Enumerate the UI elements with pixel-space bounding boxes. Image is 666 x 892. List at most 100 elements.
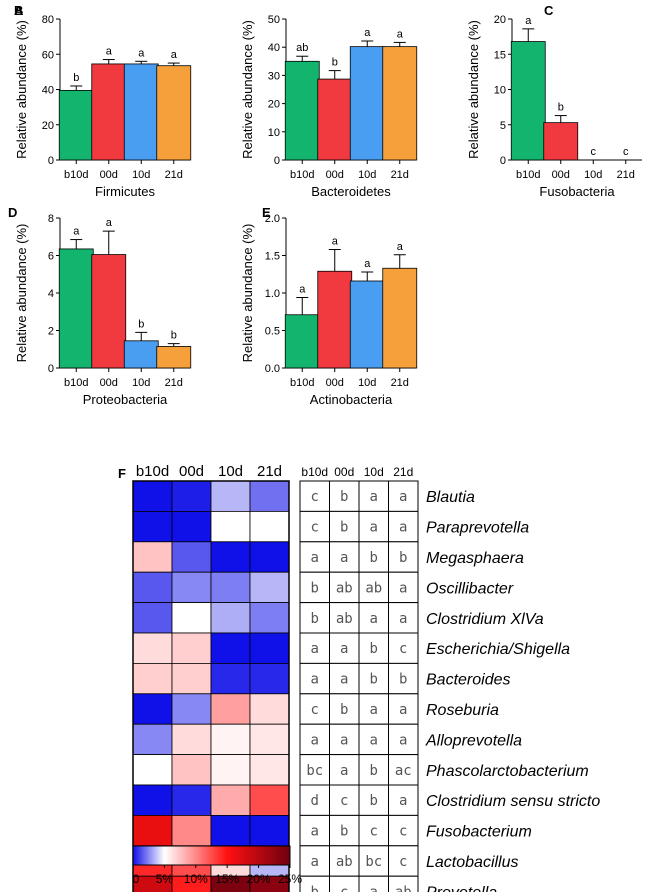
heatmap-cell [171, 571, 212, 604]
significance-letter: a [171, 49, 178, 61]
taxon-label: Oscillibacter [426, 580, 514, 597]
bar-10d [123, 340, 159, 369]
heatmap-cell [171, 602, 212, 634]
y-tick-label: 80 [42, 14, 54, 26]
y-tick-label: 60 [42, 49, 54, 61]
heatmap-cell [132, 784, 173, 816]
taxon-label: Megasphaera [426, 550, 524, 567]
letters-cell-text: a [370, 611, 378, 627]
x-tick-label: 10d [584, 169, 602, 181]
heatmap-cell [132, 754, 173, 786]
significance-letter: b [73, 72, 79, 84]
y-tick-label: 1.0 [265, 288, 280, 300]
letters-cell-text: c [340, 884, 348, 892]
y-tick-label: 0 [274, 155, 280, 167]
significance-letter: b [138, 318, 144, 330]
letters-cell [388, 662, 419, 695]
heatmap-cell [249, 815, 290, 847]
taxon-label: Clostridium sensu stricto [426, 793, 600, 810]
panel-label: F [118, 466, 126, 481]
heatmap-column-header: b10d [136, 463, 169, 480]
taxon-label: Prevotella [426, 884, 497, 892]
x-tick-label: 10d [358, 169, 376, 181]
x-tick-label: 00d [326, 169, 344, 181]
y-tick-label: 50 [268, 14, 280, 26]
heatmap-cell [249, 663, 290, 695]
significance-letter: c [591, 146, 597, 158]
letters-cell-text: b [399, 672, 407, 688]
letters-cell-text: a [370, 489, 378, 505]
heatmap-cell [132, 510, 173, 543]
y-tick-label: 0.0 [265, 363, 280, 375]
heatmap-cell [171, 815, 212, 847]
heatmap-cell [249, 571, 290, 604]
x-tick-label: 00d [100, 377, 118, 389]
heatmap-cell [171, 541, 212, 573]
letters-cell-text: a [370, 884, 378, 892]
bar-21d [156, 346, 192, 369]
letters-cell [358, 693, 389, 725]
y-axis-label: Relative abundance (%) [466, 20, 481, 159]
significance-letter: c [623, 146, 629, 158]
heatmap-cell [249, 602, 290, 634]
x-tick-label: 21d [391, 169, 409, 181]
bar-21d [156, 65, 192, 161]
taxon-label: Paraprevotella [426, 520, 529, 537]
heatmap-cell [210, 602, 251, 634]
y-tick-label: 40 [268, 42, 280, 54]
y-tick-label: 15 [494, 49, 506, 61]
letters-column-header: 00d [334, 465, 354, 479]
letters-cell-text: b [370, 763, 378, 779]
letters-cell-text: c [399, 641, 407, 657]
letters-cell-text: a [311, 854, 319, 870]
y-tick-label: 0 [48, 155, 54, 167]
letters-cell-text: b [370, 550, 378, 566]
bar-10d [349, 280, 385, 369]
heatmap-cell [210, 632, 251, 664]
y-tick-label: 2.0 [265, 213, 280, 225]
significance-letter: b [332, 57, 338, 69]
heatmap-cell [210, 571, 251, 604]
bar-10d [349, 46, 385, 161]
x-tick-label: b10d [516, 169, 540, 181]
letters-cell-text: a [399, 702, 407, 718]
taxon-label: Escherichia/Shigella [426, 641, 570, 658]
letters-cell-text: c [399, 824, 407, 840]
letters-cell-text: b [399, 550, 407, 566]
letters-cell-text: a [399, 580, 407, 596]
letters-cell-text: ab [365, 580, 382, 596]
heatmap-cell [210, 784, 251, 816]
letters-cell-text: b [370, 672, 378, 688]
significance-letter: a [525, 15, 532, 27]
x-axis-label: Actinobacteria [310, 392, 393, 407]
y-tick-label: 2 [48, 326, 54, 338]
letters-cell [358, 541, 389, 573]
heatmap-cell [132, 480, 173, 512]
letters-cell-text: a [399, 611, 407, 627]
bar-00d [317, 78, 353, 161]
letters-cell-text: a [340, 672, 348, 688]
y-tick-label: 40 [42, 85, 54, 97]
y-tick-label: 10 [268, 127, 280, 139]
letters-cell-text: a [340, 641, 348, 657]
heatmap-cell [249, 754, 290, 786]
letters-cell-text: a [399, 489, 407, 505]
colorbar-tick-label: 15% [215, 872, 239, 886]
taxon-label: Clostridium XlVa [426, 611, 544, 628]
bar-21d [382, 46, 418, 161]
heatmap-cell [210, 541, 251, 573]
heatmap-cell [210, 754, 251, 786]
heatmap-cell [171, 723, 212, 756]
letters-cell-text: a [340, 732, 348, 748]
heatmap-cell [132, 602, 173, 634]
taxon-label: Phascolarctobacterium [426, 763, 589, 780]
significance-letter: a [106, 46, 113, 58]
heatmap-cell [210, 663, 251, 695]
heatmap-cell [249, 541, 290, 573]
y-tick-label: 4 [48, 288, 54, 300]
heatmap-cell [171, 754, 212, 786]
letters-cell-text: bc [365, 854, 382, 870]
